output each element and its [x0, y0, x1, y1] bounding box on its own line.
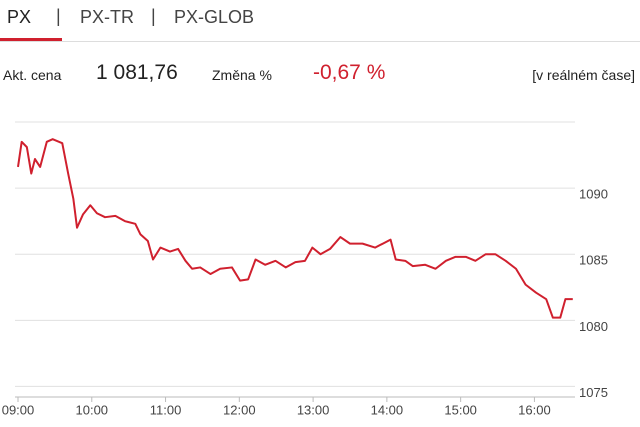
tab[interactable]: PX-TR	[80, 7, 134, 27]
y-tick-label: 1090	[579, 187, 608, 202]
active-indicator	[0, 38, 62, 41]
separator: |	[56, 6, 61, 26]
x-tick-label: 16:00	[518, 402, 551, 417]
realtime-note: [v reálném čase]	[532, 67, 635, 83]
tab-bar: PX | PX-TR | PX-GLOB	[0, 0, 640, 42]
tab[interactable]: PX-GLOB	[174, 7, 255, 27]
price-line	[17, 138, 573, 319]
separator: |	[151, 6, 156, 26]
x-tick-label: 13:00	[297, 402, 330, 417]
change: -0,67 %	[313, 61, 386, 84]
y-tick-label: 1075	[579, 385, 608, 400]
x-tick-label: 11:00	[150, 402, 182, 417]
change-label: Změna %	[212, 67, 272, 83]
y-tick-label: 1080	[579, 319, 608, 334]
tab[interactable]: PX	[7, 7, 32, 27]
x-tick-label: 14:00	[371, 402, 404, 417]
x-tick-label: 10:00	[76, 402, 109, 417]
price: 1 081,76	[96, 61, 178, 84]
price-label: Akt. cena	[3, 67, 62, 83]
x-tick-label: 09:00	[2, 402, 35, 417]
x-tick-label: 12:00	[223, 402, 256, 417]
y-tick-label: 1085	[579, 253, 608, 268]
x-tick-label: 15:00	[444, 402, 477, 417]
